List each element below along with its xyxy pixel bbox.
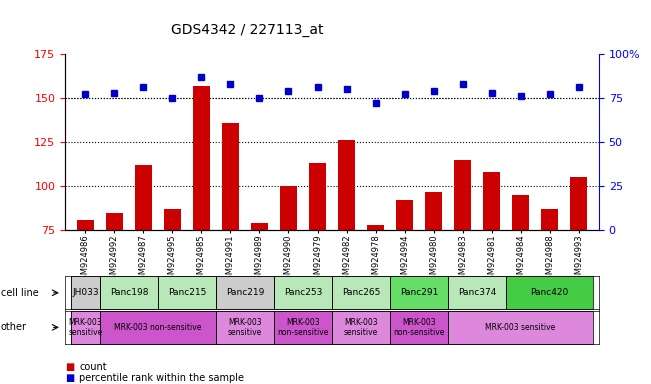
Text: MRK-003 sensitive: MRK-003 sensitive xyxy=(486,323,556,332)
Text: MRK-003
non-sensitive: MRK-003 non-sensitive xyxy=(393,318,445,337)
Text: MRK-003
sensitive: MRK-003 sensitive xyxy=(228,318,262,337)
Bar xyxy=(105,213,123,363)
Bar xyxy=(193,86,210,363)
Text: cell line: cell line xyxy=(1,288,38,298)
Text: Panc291: Panc291 xyxy=(400,288,438,297)
Text: Panc215: Panc215 xyxy=(168,288,206,297)
Bar xyxy=(396,200,413,363)
Text: Panc253: Panc253 xyxy=(284,288,322,297)
Text: percentile rank within the sample: percentile rank within the sample xyxy=(79,373,244,383)
Text: MRK-003 non-sensitive: MRK-003 non-sensitive xyxy=(115,323,202,332)
Text: Panc198: Panc198 xyxy=(109,288,148,297)
Text: Panc219: Panc219 xyxy=(226,288,264,297)
Text: MRK-003
sensitive: MRK-003 sensitive xyxy=(68,318,103,337)
Bar xyxy=(338,140,355,363)
Bar xyxy=(222,122,239,363)
Bar xyxy=(483,172,500,363)
Text: MRK-003
sensitive: MRK-003 sensitive xyxy=(344,318,378,337)
Bar xyxy=(135,165,152,363)
Bar xyxy=(164,209,181,363)
Bar xyxy=(425,192,442,363)
Text: MRK-003
non-sensitive: MRK-003 non-sensitive xyxy=(277,318,329,337)
Bar xyxy=(280,186,298,363)
Text: GDS4342 / 227113_at: GDS4342 / 227113_at xyxy=(171,23,324,37)
Text: JH033: JH033 xyxy=(72,288,99,297)
Text: Panc265: Panc265 xyxy=(342,288,380,297)
Bar xyxy=(454,160,471,363)
Bar xyxy=(251,223,268,363)
Bar xyxy=(309,163,326,363)
Bar xyxy=(570,177,587,363)
Text: ■: ■ xyxy=(65,362,74,372)
Bar xyxy=(541,209,559,363)
Text: Panc420: Panc420 xyxy=(531,288,569,297)
Bar xyxy=(512,195,529,363)
Bar xyxy=(77,220,94,363)
Text: ■: ■ xyxy=(65,373,74,383)
Text: other: other xyxy=(1,322,27,333)
Text: count: count xyxy=(79,362,107,372)
Bar xyxy=(367,225,384,363)
Text: Panc374: Panc374 xyxy=(458,288,496,297)
